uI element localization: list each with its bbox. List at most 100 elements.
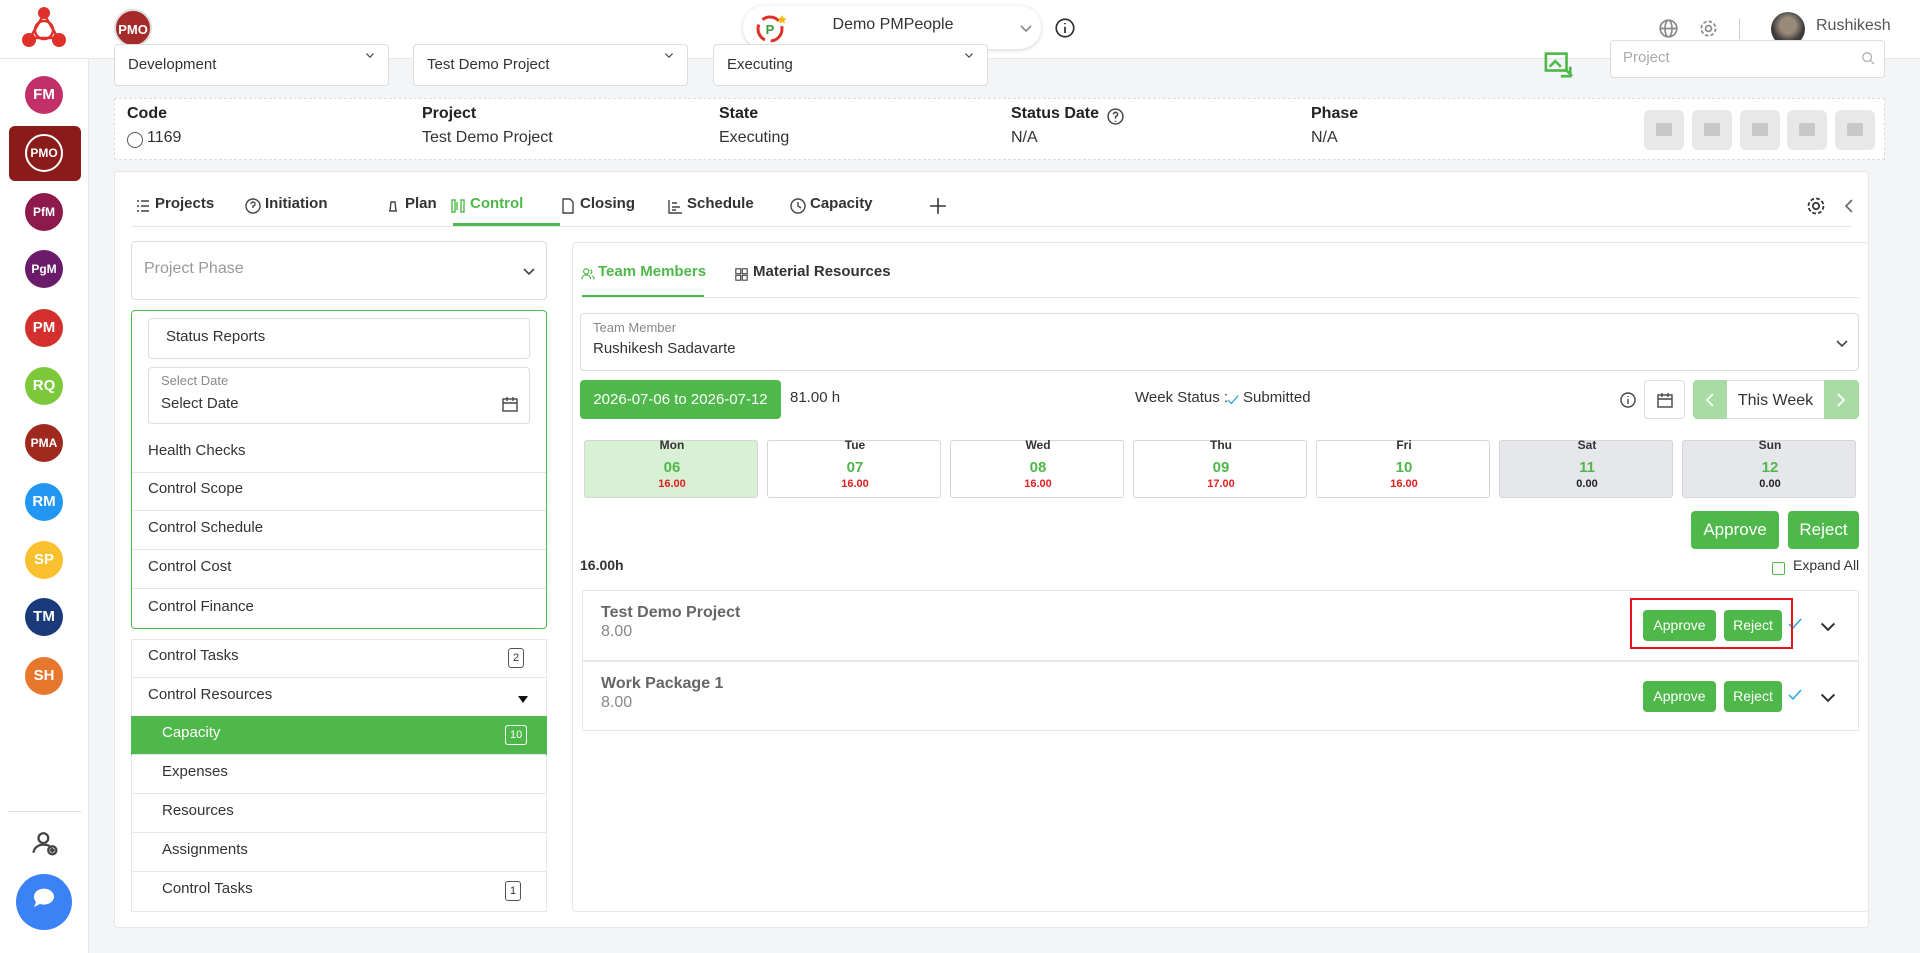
filter-select[interactable]: Development (114, 44, 389, 86)
day-card[interactable]: Tue 07 16.00 (767, 438, 941, 498)
tab[interactable]: Control (470, 195, 524, 212)
search-box[interactable]: Project (1610, 40, 1885, 78)
app-icon[interactable]: PM (25, 309, 63, 347)
icon-part (665, 53, 673, 58)
app-icon[interactable]: PMA (25, 424, 63, 462)
app-icon[interactable]: FM (25, 76, 63, 114)
icon-part (1837, 393, 1846, 407)
day-hours: 16.00 (841, 478, 869, 490)
add-tab[interactable] (929, 197, 947, 220)
member-chevron (1835, 336, 1849, 355)
action-button[interactable] (1740, 110, 1780, 150)
icon-part (22, 7, 66, 47)
tab[interactable]: Capacity (810, 195, 873, 212)
next-week[interactable] (1824, 380, 1859, 419)
submenu-item[interactable]: Capacity (162, 724, 221, 741)
capacity-tab[interactable]: Team Members (598, 263, 707, 280)
icon-part (1544, 52, 1574, 78)
logo (18, 4, 70, 52)
icon-part (518, 696, 528, 703)
icon-part (668, 200, 682, 214)
phase-item[interactable]: Control Schedule (148, 519, 264, 536)
app-icon[interactable]: PgM (25, 250, 63, 288)
icon-part (581, 268, 595, 280)
item-divider (132, 588, 546, 589)
menu-item[interactable]: Control Tasks (148, 647, 239, 664)
phase-item[interactable]: Control Cost (148, 558, 232, 575)
reject-button[interactable]: Reject (1724, 681, 1782, 712)
collapse[interactable] (1842, 198, 1856, 219)
filter-select[interactable]: Executing (713, 44, 988, 86)
filter-select[interactable]: Test Demo Project (413, 44, 688, 86)
phase-item[interactable]: Control Finance (148, 598, 254, 615)
submenu-item[interactable]: Assignments (162, 841, 248, 858)
phase-item[interactable]: Control Scope (148, 480, 244, 497)
app-icon[interactable]: PfM (25, 193, 63, 231)
week-status-label: Week Status : (1135, 389, 1229, 406)
action-button[interactable] (1787, 110, 1827, 150)
submenu-selected-bg (131, 716, 547, 755)
menu-item[interactable]: Control Resources (148, 686, 273, 703)
reject-button[interactable]: Reject (1788, 511, 1859, 549)
approve-button[interactable]: Approve (1643, 681, 1716, 712)
expand-checkbox[interactable] (1772, 562, 1785, 575)
action-button[interactable] (1644, 110, 1684, 150)
add-user-icon[interactable] (32, 830, 58, 856)
day-card[interactable]: Sun 12 0.00 (1682, 438, 1856, 498)
settings-icon[interactable] (1699, 19, 1718, 43)
icon-part (1752, 123, 1768, 136)
tab-icon (790, 198, 806, 219)
week-range[interactable]: 2026-07-06 to 2026-07-12 (580, 380, 781, 419)
action-button[interactable] (1692, 110, 1732, 150)
approve-button[interactable]: Approve (1643, 610, 1716, 641)
icon-part (1656, 123, 1672, 136)
icon-part (562, 198, 574, 214)
capacity-tab[interactable]: Material Resources (753, 263, 891, 280)
tab[interactable]: Schedule (687, 195, 754, 212)
app-icon[interactable]: RQ (25, 367, 63, 405)
icon-part (1620, 392, 1636, 408)
calendar-button[interactable] (1644, 380, 1685, 419)
chat-button[interactable] (16, 874, 72, 930)
tab[interactable]: Initiation (265, 195, 328, 212)
reject-button[interactable]: Reject (1724, 610, 1782, 641)
icon-part (1548, 59, 1574, 78)
row-expand[interactable] (1819, 688, 1837, 711)
submenu-item[interactable]: Expenses (162, 763, 228, 780)
approve-button[interactable]: Approve (1691, 511, 1779, 549)
export-icon[interactable] (1544, 48, 1574, 83)
this-week[interactable]: This Week (1727, 380, 1824, 419)
icon-part (523, 268, 535, 276)
workspace-switcher[interactable]: P Demo PMPeople (743, 6, 1041, 49)
day-card[interactable]: Fri 10 16.00 (1316, 438, 1490, 498)
day-card[interactable]: Wed 08 16.00 (950, 438, 1124, 498)
app-icon[interactable]: SH (25, 657, 63, 695)
user-name: Rushikesh (1816, 17, 1891, 34)
tab[interactable]: Projects (155, 195, 215, 212)
phase-select[interactable]: Project Phase (131, 241, 547, 300)
icon-part (735, 268, 748, 281)
app-icon[interactable]: PMO (25, 134, 63, 172)
day-date: 06 (663, 459, 681, 476)
language-icon[interactable] (1659, 19, 1678, 43)
member-select[interactable]: Team Member Rushikesh Sadavarte (580, 313, 1859, 371)
icon-part (1788, 618, 1802, 630)
app-icon[interactable]: RM (25, 483, 63, 521)
day-card[interactable]: Sat 11 0.00 (1499, 438, 1673, 498)
status-reports-input[interactable]: Status Reports (148, 318, 530, 359)
prev-week[interactable] (1693, 380, 1727, 419)
phase-item[interactable]: Health Checks (148, 442, 246, 459)
action-button[interactable] (1835, 110, 1875, 150)
item-divider (132, 677, 546, 678)
app-icon[interactable]: TM (25, 598, 63, 636)
submenu-item[interactable]: Control Tasks (162, 880, 253, 897)
app-icon[interactable]: SP (25, 541, 63, 579)
tab-settings[interactable] (1806, 196, 1826, 221)
tab[interactable]: Plan (405, 195, 437, 212)
tab[interactable]: Closing (580, 195, 635, 212)
day-card[interactable]: Mon 06 16.00 (584, 438, 758, 498)
date-input[interactable]: Select Date Select Date (148, 367, 530, 424)
row-expand[interactable] (1819, 617, 1837, 640)
submenu-item[interactable]: Resources (162, 802, 234, 819)
day-card[interactable]: Thu 09 17.00 (1133, 438, 1307, 498)
